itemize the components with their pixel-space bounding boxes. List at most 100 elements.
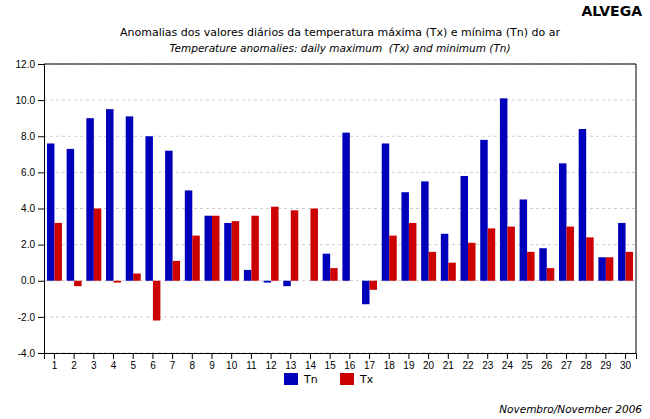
tick-mark bbox=[389, 353, 390, 359]
frame-line bbox=[44, 64, 636, 65]
tick-mark bbox=[428, 353, 429, 359]
bar bbox=[448, 263, 455, 281]
bar bbox=[106, 109, 113, 281]
tick-label: 16 bbox=[344, 360, 356, 371]
tick: 2.0 bbox=[21, 239, 44, 250]
tick: 12.0 bbox=[16, 59, 44, 70]
bar bbox=[74, 281, 81, 286]
bar bbox=[547, 268, 554, 281]
tick-label: 1 bbox=[52, 360, 58, 371]
bar bbox=[480, 140, 487, 281]
tick: 0.0 bbox=[21, 275, 44, 286]
tick: 1 bbox=[52, 353, 58, 371]
grid bbox=[44, 64, 636, 353]
bar bbox=[586, 237, 593, 280]
tick-label: 5 bbox=[130, 360, 136, 371]
tick-mark bbox=[625, 353, 626, 359]
tick-label: 4.0 bbox=[21, 203, 35, 214]
tick-label: 6 bbox=[150, 360, 156, 371]
tick-mark bbox=[38, 245, 44, 246]
tick-label: 26 bbox=[541, 360, 553, 371]
legend-swatch bbox=[284, 373, 298, 385]
tick: 26 bbox=[541, 353, 553, 371]
bars bbox=[47, 98, 633, 320]
series bbox=[54, 207, 633, 321]
bar bbox=[618, 223, 625, 281]
grid-line bbox=[44, 64, 636, 65]
grid-line bbox=[44, 316, 636, 317]
chart: ALVEGAAnomalias dos valores diários da t… bbox=[0, 0, 650, 419]
tick: 3 bbox=[91, 353, 97, 371]
bar bbox=[401, 192, 408, 281]
tick: 8.0 bbox=[21, 131, 44, 142]
bar bbox=[429, 252, 436, 281]
bar bbox=[153, 281, 160, 321]
bar bbox=[520, 199, 527, 280]
bar bbox=[303, 280, 310, 281]
tick: -4.0 bbox=[18, 348, 44, 359]
tick: 23 bbox=[482, 353, 494, 371]
tick: 10 bbox=[226, 353, 238, 371]
bar bbox=[468, 243, 475, 281]
tick-mark bbox=[408, 353, 409, 359]
tick: 14 bbox=[305, 353, 317, 371]
bar bbox=[173, 261, 180, 281]
tick-mark bbox=[527, 353, 528, 359]
title: Anomalias dos valores diários da tempera… bbox=[120, 26, 560, 39]
tick-label: -2.0 bbox=[18, 312, 36, 323]
tick: 21 bbox=[443, 353, 455, 371]
tick-mark bbox=[38, 317, 44, 318]
legend-swatch bbox=[340, 373, 354, 385]
tick-label: 22 bbox=[462, 360, 474, 371]
tick-mark bbox=[133, 353, 134, 359]
tick: -2.0 bbox=[18, 312, 44, 323]
tick: 18 bbox=[384, 353, 396, 371]
legend-item: Tx bbox=[340, 373, 374, 386]
tick-mark bbox=[152, 353, 153, 359]
tick-mark bbox=[310, 353, 311, 359]
tick-mark bbox=[74, 353, 75, 359]
footer: Novembro/November 2006 bbox=[499, 403, 642, 415]
tick: 25 bbox=[522, 353, 534, 371]
bar bbox=[421, 181, 428, 280]
tick-label: 10.0 bbox=[16, 95, 36, 106]
tick-label: 29 bbox=[600, 360, 612, 371]
tick: 4.0 bbox=[21, 203, 44, 214]
tick: 16 bbox=[344, 353, 356, 371]
bar bbox=[488, 228, 495, 280]
y-axis: -4.0-2.00.02.04.06.08.010.012.0 bbox=[16, 59, 45, 359]
tick: 17 bbox=[364, 353, 376, 371]
tick-label: 19 bbox=[403, 360, 415, 371]
tick: 5 bbox=[130, 353, 136, 371]
tick-label: 20 bbox=[423, 360, 435, 371]
bar bbox=[566, 227, 573, 281]
tick-label: 4 bbox=[111, 360, 117, 371]
bar bbox=[264, 281, 271, 283]
tick-label: 23 bbox=[482, 360, 494, 371]
tick: 29 bbox=[600, 353, 612, 371]
tick-mark bbox=[38, 64, 44, 65]
bar bbox=[598, 257, 605, 280]
tick-mark bbox=[546, 353, 547, 359]
tick-label: 0.0 bbox=[21, 275, 35, 286]
tick-mark bbox=[369, 353, 370, 359]
legend-label: Tx bbox=[359, 373, 374, 386]
bar bbox=[507, 227, 514, 281]
frame-line bbox=[636, 64, 637, 353]
bar bbox=[126, 116, 133, 280]
bar bbox=[291, 210, 298, 280]
bar bbox=[362, 281, 369, 304]
tick: 4 bbox=[111, 353, 117, 371]
tick: 22 bbox=[462, 353, 474, 371]
tick-mark bbox=[605, 353, 606, 359]
tick: 11 bbox=[246, 353, 257, 371]
bar bbox=[54, 223, 61, 281]
bar bbox=[310, 209, 317, 281]
bar bbox=[559, 163, 566, 280]
tick-label: 2.0 bbox=[21, 239, 35, 250]
tick-label: 9 bbox=[209, 360, 215, 371]
tick-label: 28 bbox=[581, 360, 593, 371]
tick-label: 3 bbox=[91, 360, 97, 371]
tick-label: 10 bbox=[226, 360, 238, 371]
bar bbox=[67, 149, 74, 281]
